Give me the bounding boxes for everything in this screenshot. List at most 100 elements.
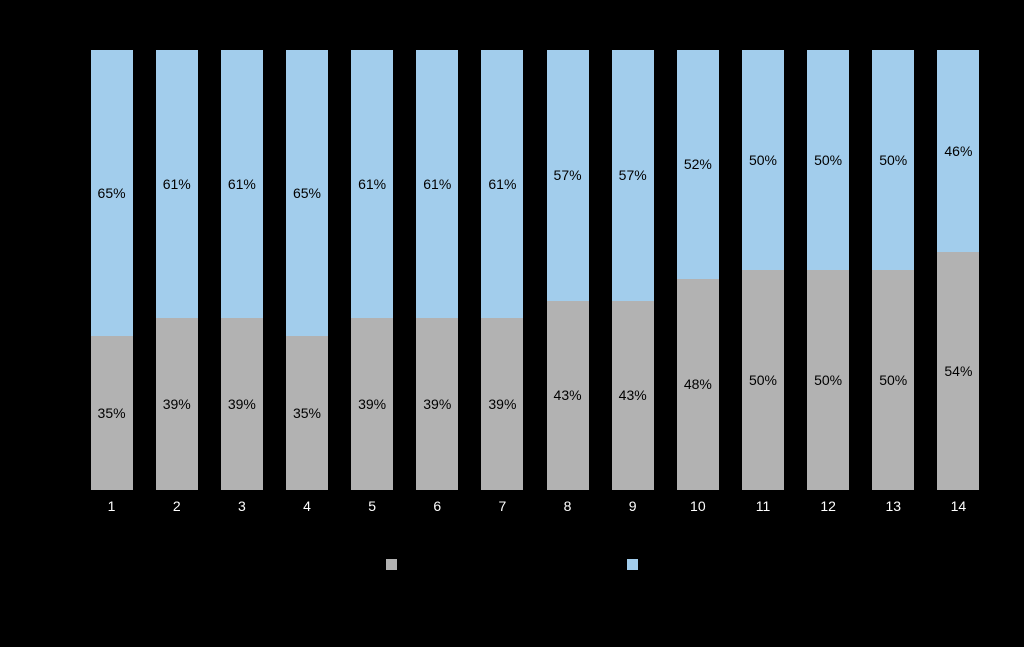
bar-segment-label: 61%	[423, 176, 451, 192]
bar-segment-label: 50%	[879, 152, 907, 168]
bar-segment-label: 61%	[488, 176, 516, 192]
bar-segment-bottom: 35%	[91, 336, 133, 490]
x-tick-label: 7	[470, 498, 535, 520]
bar-group: 50% 50%	[861, 50, 926, 490]
bar-group: 35% 65%	[79, 50, 144, 490]
x-tick-label: 14	[926, 498, 991, 520]
bar-segment-label: 39%	[423, 396, 451, 412]
bar-segment-top: 61%	[221, 50, 263, 318]
bar-segment-top: 52%	[677, 50, 719, 279]
chart-stage: 35% 65% 39% 61% 39% 61% 35% 65% 39% 61% 39% 61% 39% 6…	[0, 0, 1024, 647]
bar-segment-label: 65%	[98, 185, 126, 201]
bar-group: 35% 65%	[274, 50, 339, 490]
bars-container: 35% 65% 39% 61% 39% 61% 35% 65% 39% 61% 39% 61% 39% 6…	[75, 50, 995, 490]
bar-segment-bottom: 39%	[156, 318, 198, 490]
bar-segment-bottom: 43%	[612, 301, 654, 490]
x-tick-label: 6	[405, 498, 470, 520]
bar-segment-top: 61%	[481, 50, 523, 318]
bar-group: 39% 61%	[470, 50, 535, 490]
bar-segment-top: 61%	[156, 50, 198, 318]
bar-segment-bottom: 39%	[416, 318, 458, 490]
bar-group: 43% 57%	[600, 50, 665, 490]
stacked-bar: 39% 61%	[351, 50, 393, 490]
x-tick-label: 4	[274, 498, 339, 520]
bar-group: 50% 50%	[796, 50, 861, 490]
bar-segment-label: 61%	[228, 176, 256, 192]
stacked-bar: 35% 65%	[91, 50, 133, 490]
bar-segment-top: 61%	[416, 50, 458, 318]
bar-segment-bottom: 39%	[351, 318, 393, 490]
stacked-bar: 54% 46%	[937, 50, 979, 490]
bar-segment-label: 50%	[814, 152, 842, 168]
stacked-bar: 48% 52%	[677, 50, 719, 490]
bar-segment-label: 48%	[684, 376, 712, 392]
bar-segment-label: 39%	[163, 396, 191, 412]
bar-group: 43% 57%	[535, 50, 600, 490]
legend-swatch-series-a	[386, 559, 397, 570]
bar-segment-label: 61%	[358, 176, 386, 192]
x-tick-label: 1	[79, 498, 144, 520]
x-tick-label: 3	[209, 498, 274, 520]
x-tick-label: 5	[340, 498, 405, 520]
bar-segment-top: 50%	[807, 50, 849, 270]
bar-segment-bottom: 43%	[547, 301, 589, 490]
stacked-bar: 50% 50%	[872, 50, 914, 490]
bar-segment-bottom: 35%	[286, 336, 328, 490]
bar-segment-top: 50%	[872, 50, 914, 270]
bar-group: 39% 61%	[144, 50, 209, 490]
x-tick-label: 10	[665, 498, 730, 520]
legend	[0, 552, 1024, 576]
bar-segment-label: 50%	[814, 372, 842, 388]
stacked-bar: 50% 50%	[807, 50, 849, 490]
bar-segment-label: 39%	[228, 396, 256, 412]
bar-segment-label: 57%	[619, 167, 647, 183]
bar-segment-label: 54%	[944, 363, 972, 379]
x-tick-label: 12	[796, 498, 861, 520]
bar-segment-label: 46%	[944, 143, 972, 159]
x-tick-label: 11	[730, 498, 795, 520]
bar-segment-top: 57%	[612, 50, 654, 301]
bar-segment-bottom: 50%	[872, 270, 914, 490]
stacked-bar: 35% 65%	[286, 50, 328, 490]
bar-segment-label: 43%	[554, 387, 582, 403]
bar-segment-label: 50%	[879, 372, 907, 388]
bar-segment-bottom: 50%	[807, 270, 849, 490]
bar-segment-label: 39%	[488, 396, 516, 412]
stacked-bar: 39% 61%	[221, 50, 263, 490]
x-axis-labels: 1234567891011121314	[75, 498, 995, 520]
bar-group: 39% 61%	[209, 50, 274, 490]
bar-group: 39% 61%	[405, 50, 470, 490]
bar-segment-bottom: 39%	[481, 318, 523, 490]
bar-segment-top: 46%	[937, 50, 979, 252]
bar-segment-bottom: 39%	[221, 318, 263, 490]
bar-segment-label: 39%	[358, 396, 386, 412]
bar-segment-label: 61%	[163, 176, 191, 192]
stacked-bar: 39% 61%	[481, 50, 523, 490]
x-tick-label: 13	[861, 498, 926, 520]
bar-segment-label: 50%	[749, 372, 777, 388]
bar-group: 54% 46%	[926, 50, 991, 490]
bar-segment-label: 35%	[293, 405, 321, 421]
bar-segment-label: 52%	[684, 156, 712, 172]
stacked-bar: 39% 61%	[156, 50, 198, 490]
bar-segment-top: 65%	[286, 50, 328, 336]
bar-segment-bottom: 54%	[937, 252, 979, 490]
plot-area: 35% 65% 39% 61% 39% 61% 35% 65% 39% 61% 39% 61% 39% 6…	[75, 50, 995, 490]
x-tick-label: 8	[535, 498, 600, 520]
bar-segment-label: 57%	[554, 167, 582, 183]
bar-group: 48% 52%	[665, 50, 730, 490]
stacked-bar: 43% 57%	[612, 50, 654, 490]
stacked-bar: 39% 61%	[416, 50, 458, 490]
bar-segment-bottom: 48%	[677, 279, 719, 490]
bar-segment-label: 65%	[293, 185, 321, 201]
bar-segment-top: 50%	[742, 50, 784, 270]
bar-segment-top: 65%	[91, 50, 133, 336]
bar-group: 50% 50%	[730, 50, 795, 490]
bar-segment-label: 43%	[619, 387, 647, 403]
bar-segment-bottom: 50%	[742, 270, 784, 490]
bar-group: 39% 61%	[340, 50, 405, 490]
stacked-bar: 50% 50%	[742, 50, 784, 490]
bar-segment-label: 35%	[98, 405, 126, 421]
bar-segment-top: 57%	[547, 50, 589, 301]
legend-swatch-series-b	[627, 559, 638, 570]
